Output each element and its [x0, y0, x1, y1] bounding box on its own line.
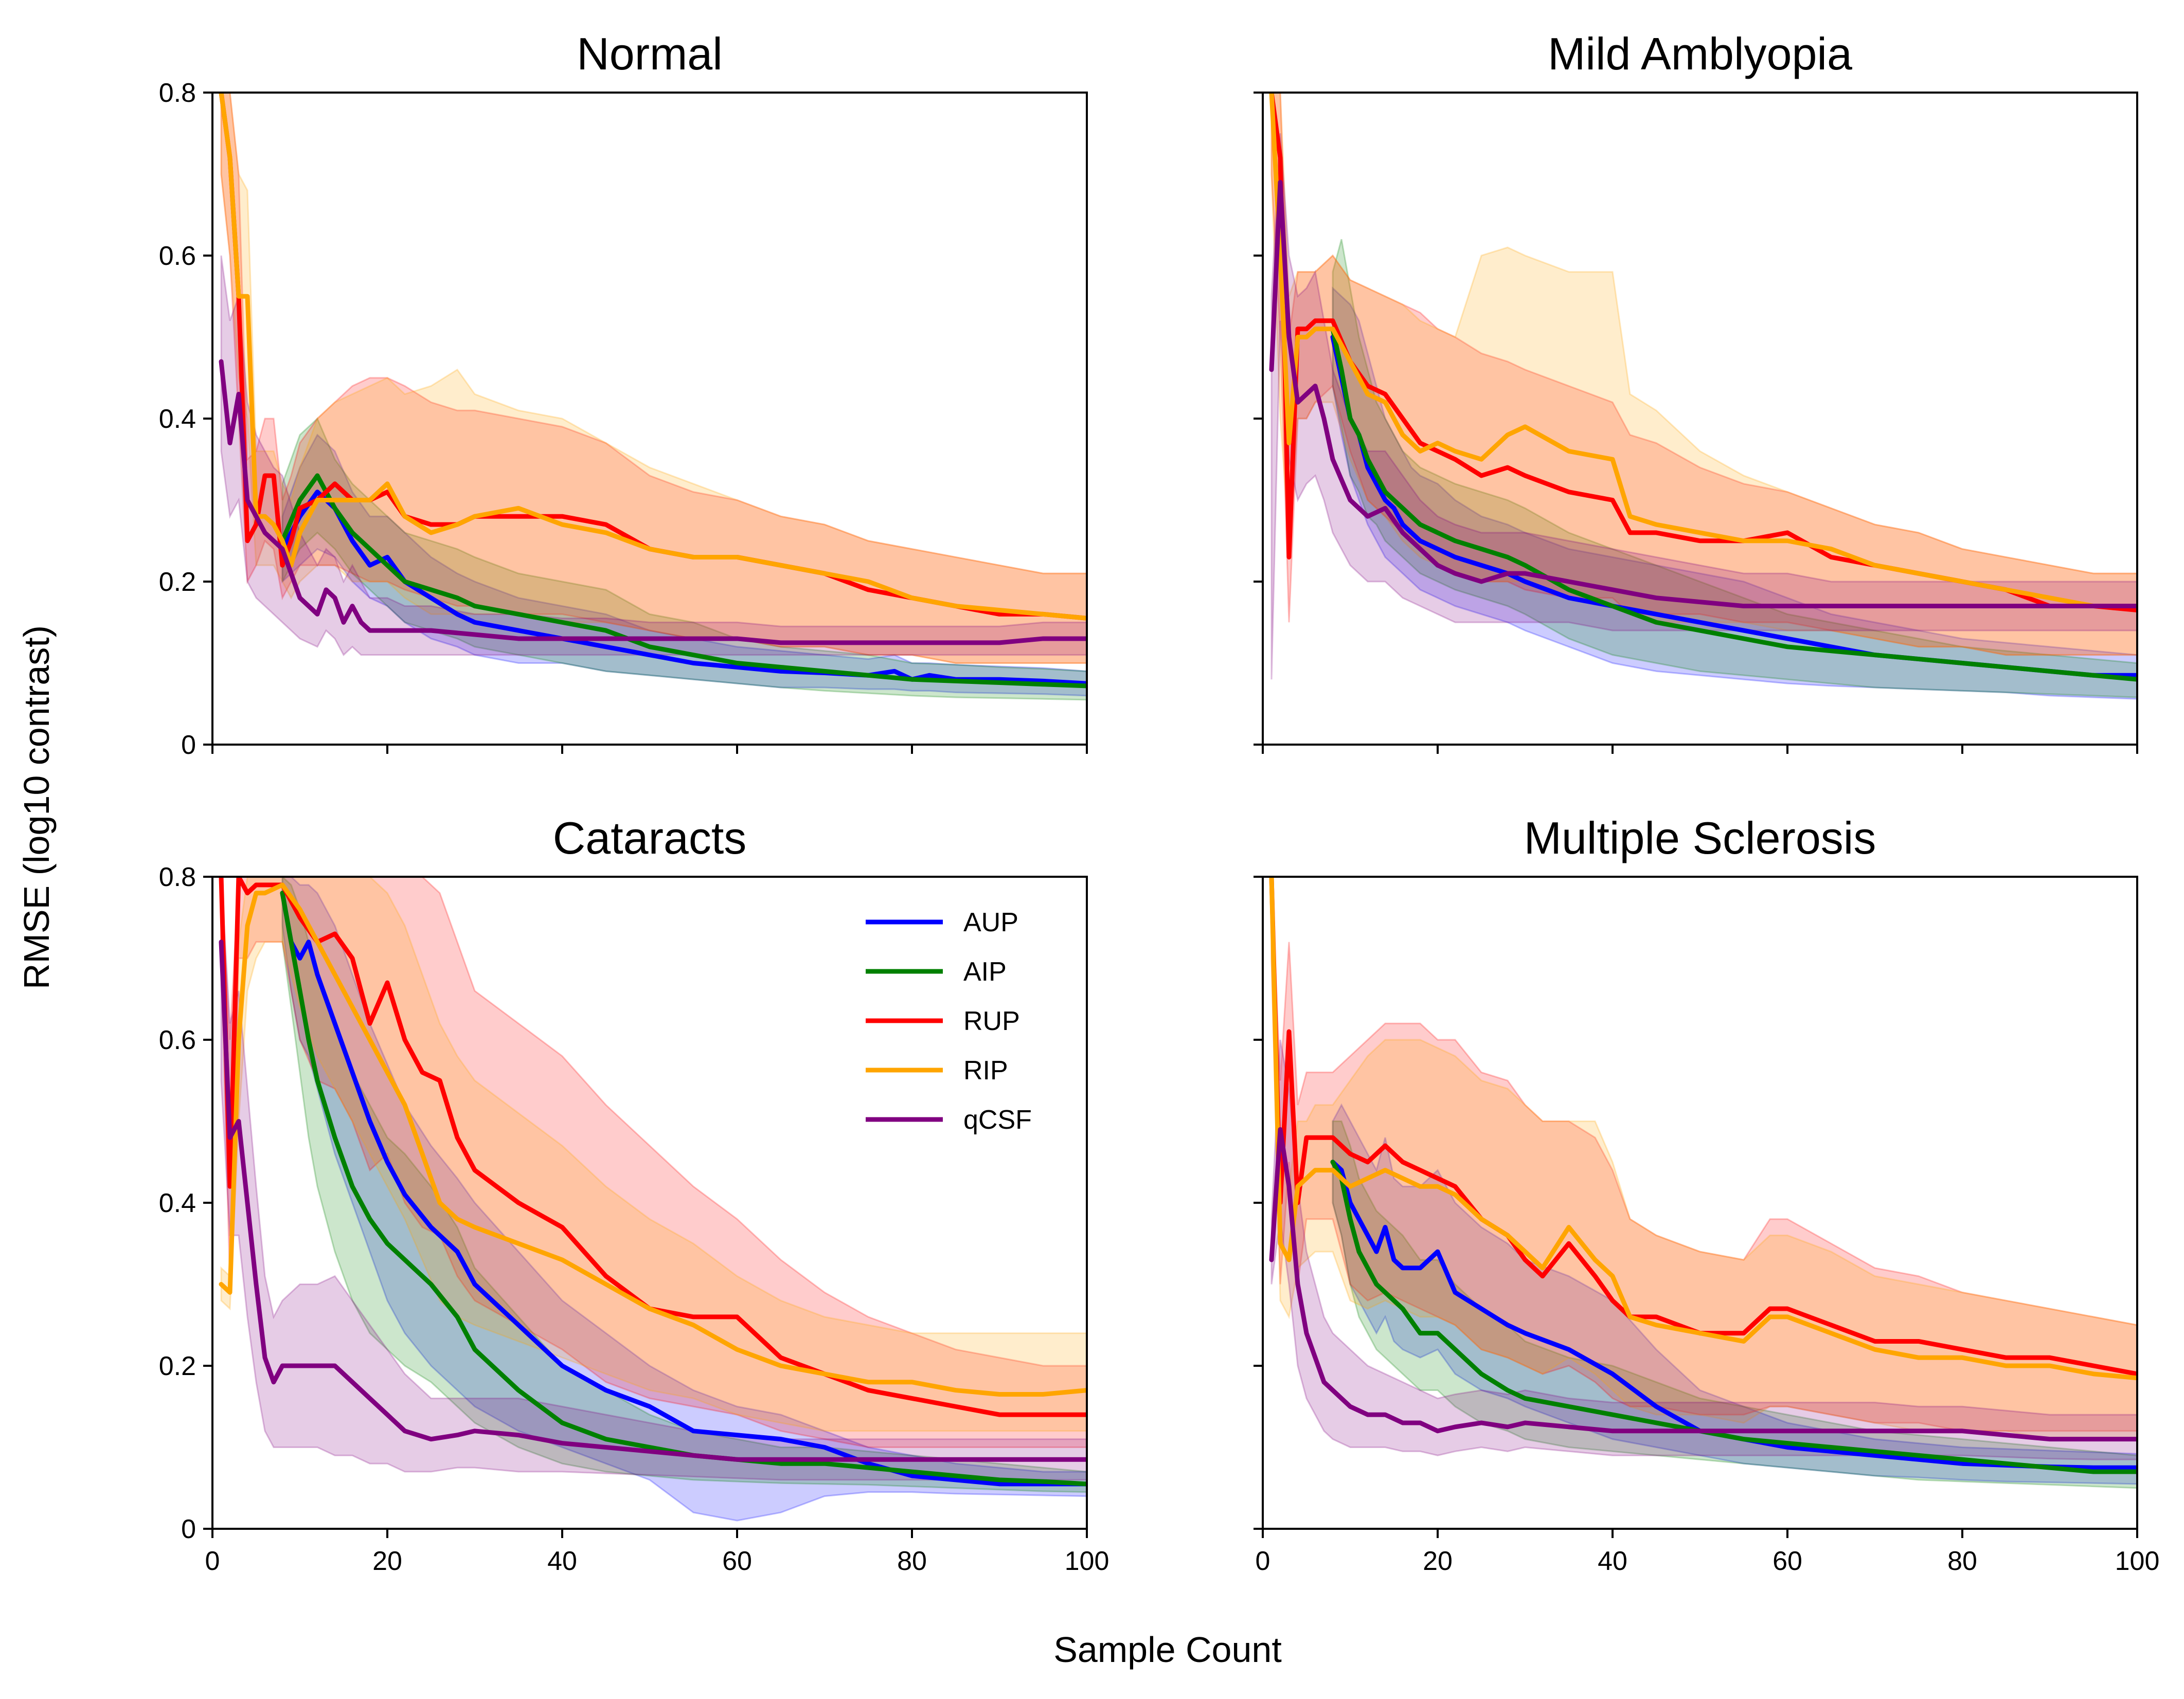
panel-mild-amblyopia: Mild Amblyopia — [1254, 28, 2138, 754]
line-rup — [219, 93, 1087, 621]
band-rup — [220, 93, 1087, 664]
plot-area — [219, 93, 1087, 701]
line-rip — [1269, 93, 2137, 609]
band-rup — [220, 877, 1087, 1448]
x-tick-label: 100 — [1065, 1546, 1109, 1576]
x-tick-label: 80 — [1947, 1546, 1977, 1576]
panel-normal: 0 0.2 0.4 0.6 0.8 Normal — [159, 28, 1088, 760]
band-aip — [281, 877, 1087, 1493]
y-tick-label: 0.4 — [159, 1188, 196, 1218]
line-rup — [1269, 877, 2137, 1377]
legend-label-aup: AUP — [963, 908, 1018, 937]
y-tick-label: 0.8 — [159, 78, 196, 108]
line-rip — [219, 882, 1087, 1397]
panel-multiple-sclerosis: 0 20 40 60 80 100 Multiple Sclerosis — [1254, 812, 2159, 1576]
legend-label-aip: AIP — [963, 957, 1007, 987]
panel-title: Multiple Sclerosis — [1524, 812, 1876, 863]
band-aup — [281, 433, 1087, 697]
x-tick-label: 20 — [372, 1546, 402, 1576]
line-qcsf — [219, 359, 1087, 645]
band-rip — [220, 93, 1087, 664]
band-qcsf — [220, 877, 1087, 1481]
line-aip — [280, 891, 1087, 1487]
x-axis-title: Sample Count — [1053, 1630, 1282, 1670]
y-tick-label: 0.2 — [159, 567, 196, 597]
panel-title: Normal — [577, 28, 723, 79]
legend-label-rip: RIP — [963, 1056, 1008, 1086]
x-tick-label: 0 — [1256, 1546, 1270, 1576]
line-aup — [280, 490, 1087, 686]
y-axis-title: RMSE (log10 contrast) — [16, 625, 57, 989]
panel-title: Mild Amblyopia — [1548, 28, 1852, 79]
line-aip — [1330, 1160, 2137, 1474]
y-tick-label: 0.6 — [159, 1025, 196, 1055]
band-rip — [1270, 93, 2137, 656]
line-aup — [1330, 1160, 2137, 1470]
x-tick-label: 80 — [897, 1546, 927, 1576]
line-rip — [219, 93, 1087, 621]
x-tick-label: 40 — [1598, 1546, 1627, 1576]
band-qcsf — [1270, 133, 2137, 680]
band-rup — [1270, 877, 2137, 1432]
x-tick-label: 60 — [722, 1546, 752, 1576]
line-rip — [1269, 877, 2137, 1381]
y-tick-label: 0.8 — [159, 862, 196, 892]
legend: AUP AIP RUP RIP qCSF — [866, 908, 1032, 1135]
line-aip — [1330, 327, 2137, 682]
legend-label-qcsf: qCSF — [963, 1105, 1032, 1135]
line-qcsf — [1269, 179, 2137, 609]
plot-area — [1269, 877, 2137, 1489]
plot-area — [219, 877, 1087, 1522]
x-tick-label: 60 — [1773, 1546, 1802, 1576]
panel-title: Cataracts — [553, 812, 747, 863]
panel-cataracts: 0 20 40 60 80 100 0 0.2 0.4 0.6 0.8 Cataracts — [159, 812, 1109, 1576]
x-tick-label: 40 — [547, 1546, 577, 1576]
y-tick-label: 0.6 — [159, 241, 196, 271]
band-rip — [1270, 877, 2137, 1440]
x-tick-label: 20 — [1423, 1546, 1453, 1576]
plot-area — [1269, 93, 2137, 700]
band-aip — [281, 417, 1087, 701]
x-tick-label: 100 — [2115, 1546, 2160, 1576]
x-tick-label: 0 — [205, 1546, 220, 1576]
y-tick-label: 0.2 — [159, 1351, 196, 1381]
line-qcsf — [1269, 1127, 2137, 1442]
band-aup — [1332, 286, 2137, 700]
line-qcsf — [219, 939, 1087, 1462]
legend-label-rup: RUP — [963, 1006, 1020, 1036]
band-qcsf — [220, 255, 1087, 657]
line-rup — [219, 877, 1087, 1417]
line-aip — [280, 473, 1087, 689]
y-tick-label: 0.4 — [159, 404, 196, 434]
y-tick-label: 0 — [181, 730, 196, 760]
band-qcsf — [1270, 1039, 2137, 1460]
y-tick-label: 0 — [181, 1514, 196, 1544]
